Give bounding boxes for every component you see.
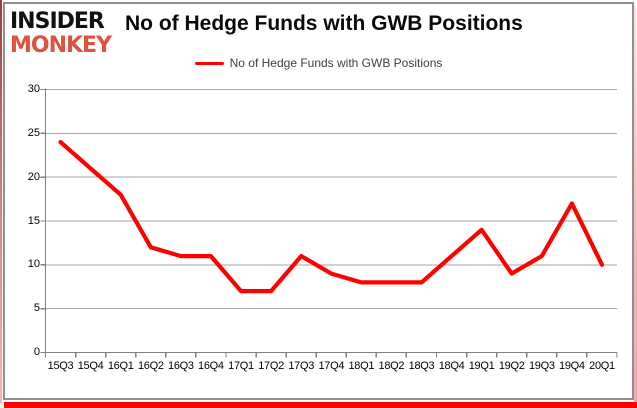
x-tick-label: 19Q1 [468, 359, 495, 372]
y-tick-label: 0 [33, 346, 40, 358]
x-tick-label: 16Q4 [198, 359, 224, 372]
x-tick-label: 15Q4 [77, 359, 104, 372]
x-tick-label: 18Q4 [438, 359, 465, 372]
border-left [0, 0, 2, 403]
x-tick-label: 16Q3 [168, 359, 194, 372]
chart-frame [3, 2, 634, 400]
logo-line1: INSIDER [10, 9, 105, 34]
x-tick-label: 17Q3 [288, 359, 315, 372]
x-tick-label: 16Q2 [137, 359, 164, 372]
x-tick-label: 19Q2 [498, 359, 525, 372]
y-tick-label: 20 [27, 170, 40, 183]
data-line [58, 140, 605, 294]
x-tick-label: 18Q2 [378, 359, 405, 372]
legend-label: No of Hedge Funds with GWB Positions [229, 56, 443, 70]
y-tick-label: 30 [27, 83, 40, 95]
x-tick-label: 20Q1 [589, 359, 615, 372]
y-tick-label: 10 [27, 258, 40, 271]
legend: No of Hedge Funds with GWB Positions [0, 56, 637, 70]
x-tick-label: 18Q1 [348, 359, 375, 372]
legend-line-sample [194, 61, 224, 65]
x-tick-label: 18Q3 [408, 359, 435, 372]
y-tick-label: 25 [27, 126, 40, 139]
logo-line2: MONKEY [10, 33, 112, 58]
y-tick-label: 5 [33, 302, 40, 315]
x-tick-label: 16Q1 [107, 359, 134, 372]
y-tick-label: 15 [27, 214, 40, 227]
x-tick-label: 17Q1 [228, 359, 254, 372]
x-tick-label: 19Q4 [559, 359, 585, 372]
x-tick-label: 15Q3 [47, 359, 74, 372]
insider-monkey-logo: INSIDER MONKEY [10, 9, 112, 58]
border-right [634, 6, 637, 402]
chart-title: No of Hedge Funds with GWB Positions [125, 12, 523, 35]
x-tick-label: 17Q2 [258, 359, 284, 372]
x-tick-label: 19Q3 [528, 359, 555, 372]
x-tick-label: 17Q4 [318, 359, 345, 372]
border-bottom [4, 402, 637, 408]
